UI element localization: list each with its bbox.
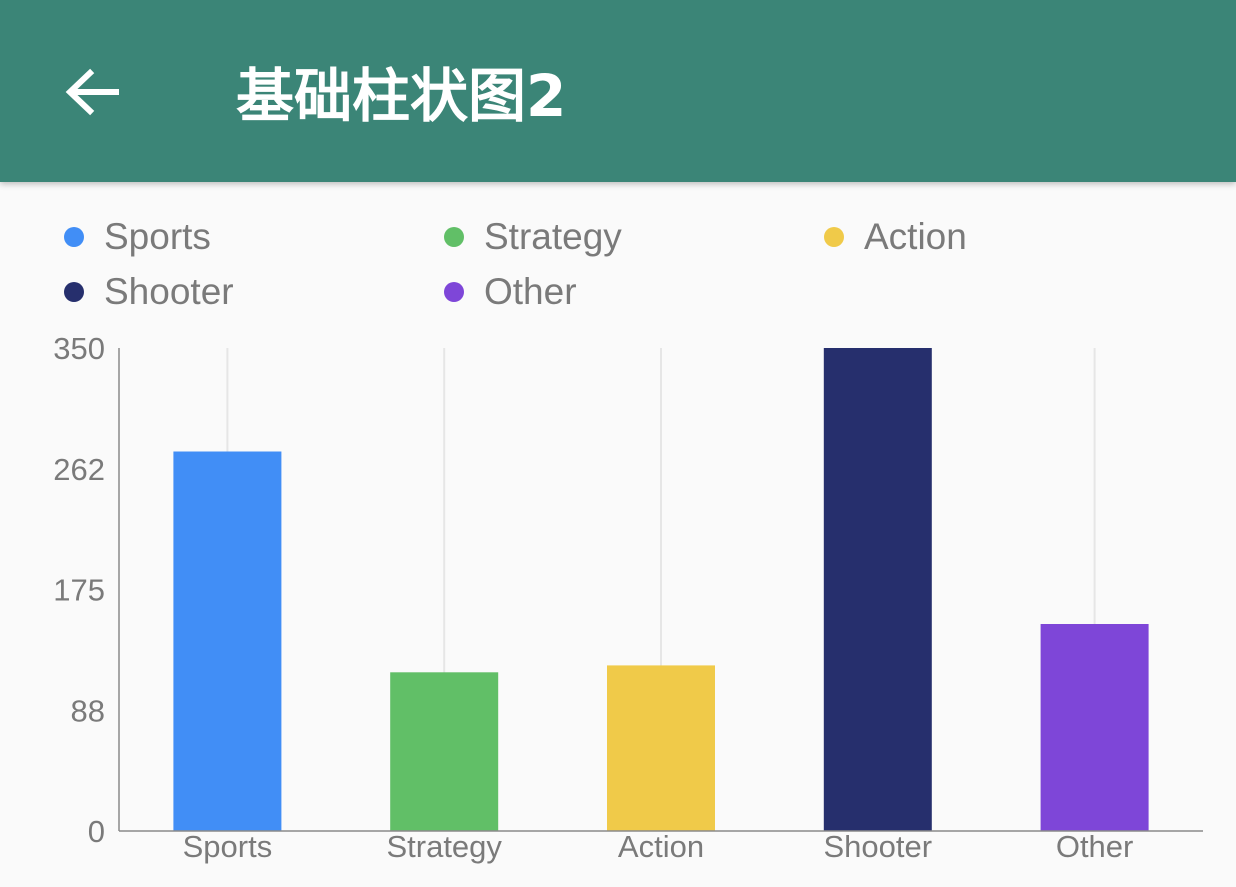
bar-strategy bbox=[390, 672, 499, 831]
y-tick-label: 175 bbox=[53, 573, 105, 608]
app-bar: 基础柱状图2 bbox=[0, 0, 1236, 182]
back-button[interactable] bbox=[52, 56, 132, 128]
legend-label: Sports bbox=[104, 216, 211, 257]
bar-shooter bbox=[823, 348, 932, 831]
x-tick-label: Other bbox=[1056, 829, 1134, 864]
y-tick-label: 88 bbox=[71, 693, 105, 728]
arrow-left-icon bbox=[65, 68, 119, 116]
legend-dot bbox=[64, 227, 84, 247]
legend-item-action[interactable]: Action bbox=[820, 210, 967, 264]
legend-label: Shooter bbox=[104, 271, 234, 312]
y-tick-label: 262 bbox=[53, 452, 105, 487]
bar-action bbox=[607, 665, 715, 831]
legend-item-shooter[interactable]: Shooter bbox=[60, 265, 234, 319]
legend-dot bbox=[824, 227, 844, 247]
x-tick-label: Strategy bbox=[386, 829, 502, 864]
legend-dot bbox=[444, 227, 464, 247]
bar-sports bbox=[173, 451, 282, 831]
page-title: 基础柱状图2 bbox=[236, 62, 567, 130]
y-tick-label: 0 bbox=[88, 814, 105, 849]
x-tick-label: Sports bbox=[183, 829, 273, 864]
x-tick-label: Action bbox=[618, 829, 704, 864]
y-tick-label: 350 bbox=[53, 331, 105, 366]
bar-other bbox=[1040, 624, 1149, 831]
legend-dot bbox=[64, 282, 84, 302]
legend-label: Action bbox=[864, 216, 967, 257]
x-tick-label: Shooter bbox=[824, 829, 933, 864]
legend-dot bbox=[444, 282, 464, 302]
bar-chart: 0 88 175 262 350 Sports Strategy Action Shooter O… bbox=[53, 331, 1203, 864]
legend-item-sports[interactable]: Sports bbox=[60, 210, 211, 264]
legend-item-strategy[interactable]: Strategy bbox=[440, 210, 622, 264]
legend-label: Strategy bbox=[484, 216, 622, 257]
chart-legend: Sports Strategy Action Shooter Other bbox=[60, 210, 1200, 320]
legend-item-other[interactable]: Other bbox=[440, 265, 577, 319]
legend-label: Other bbox=[484, 271, 577, 312]
